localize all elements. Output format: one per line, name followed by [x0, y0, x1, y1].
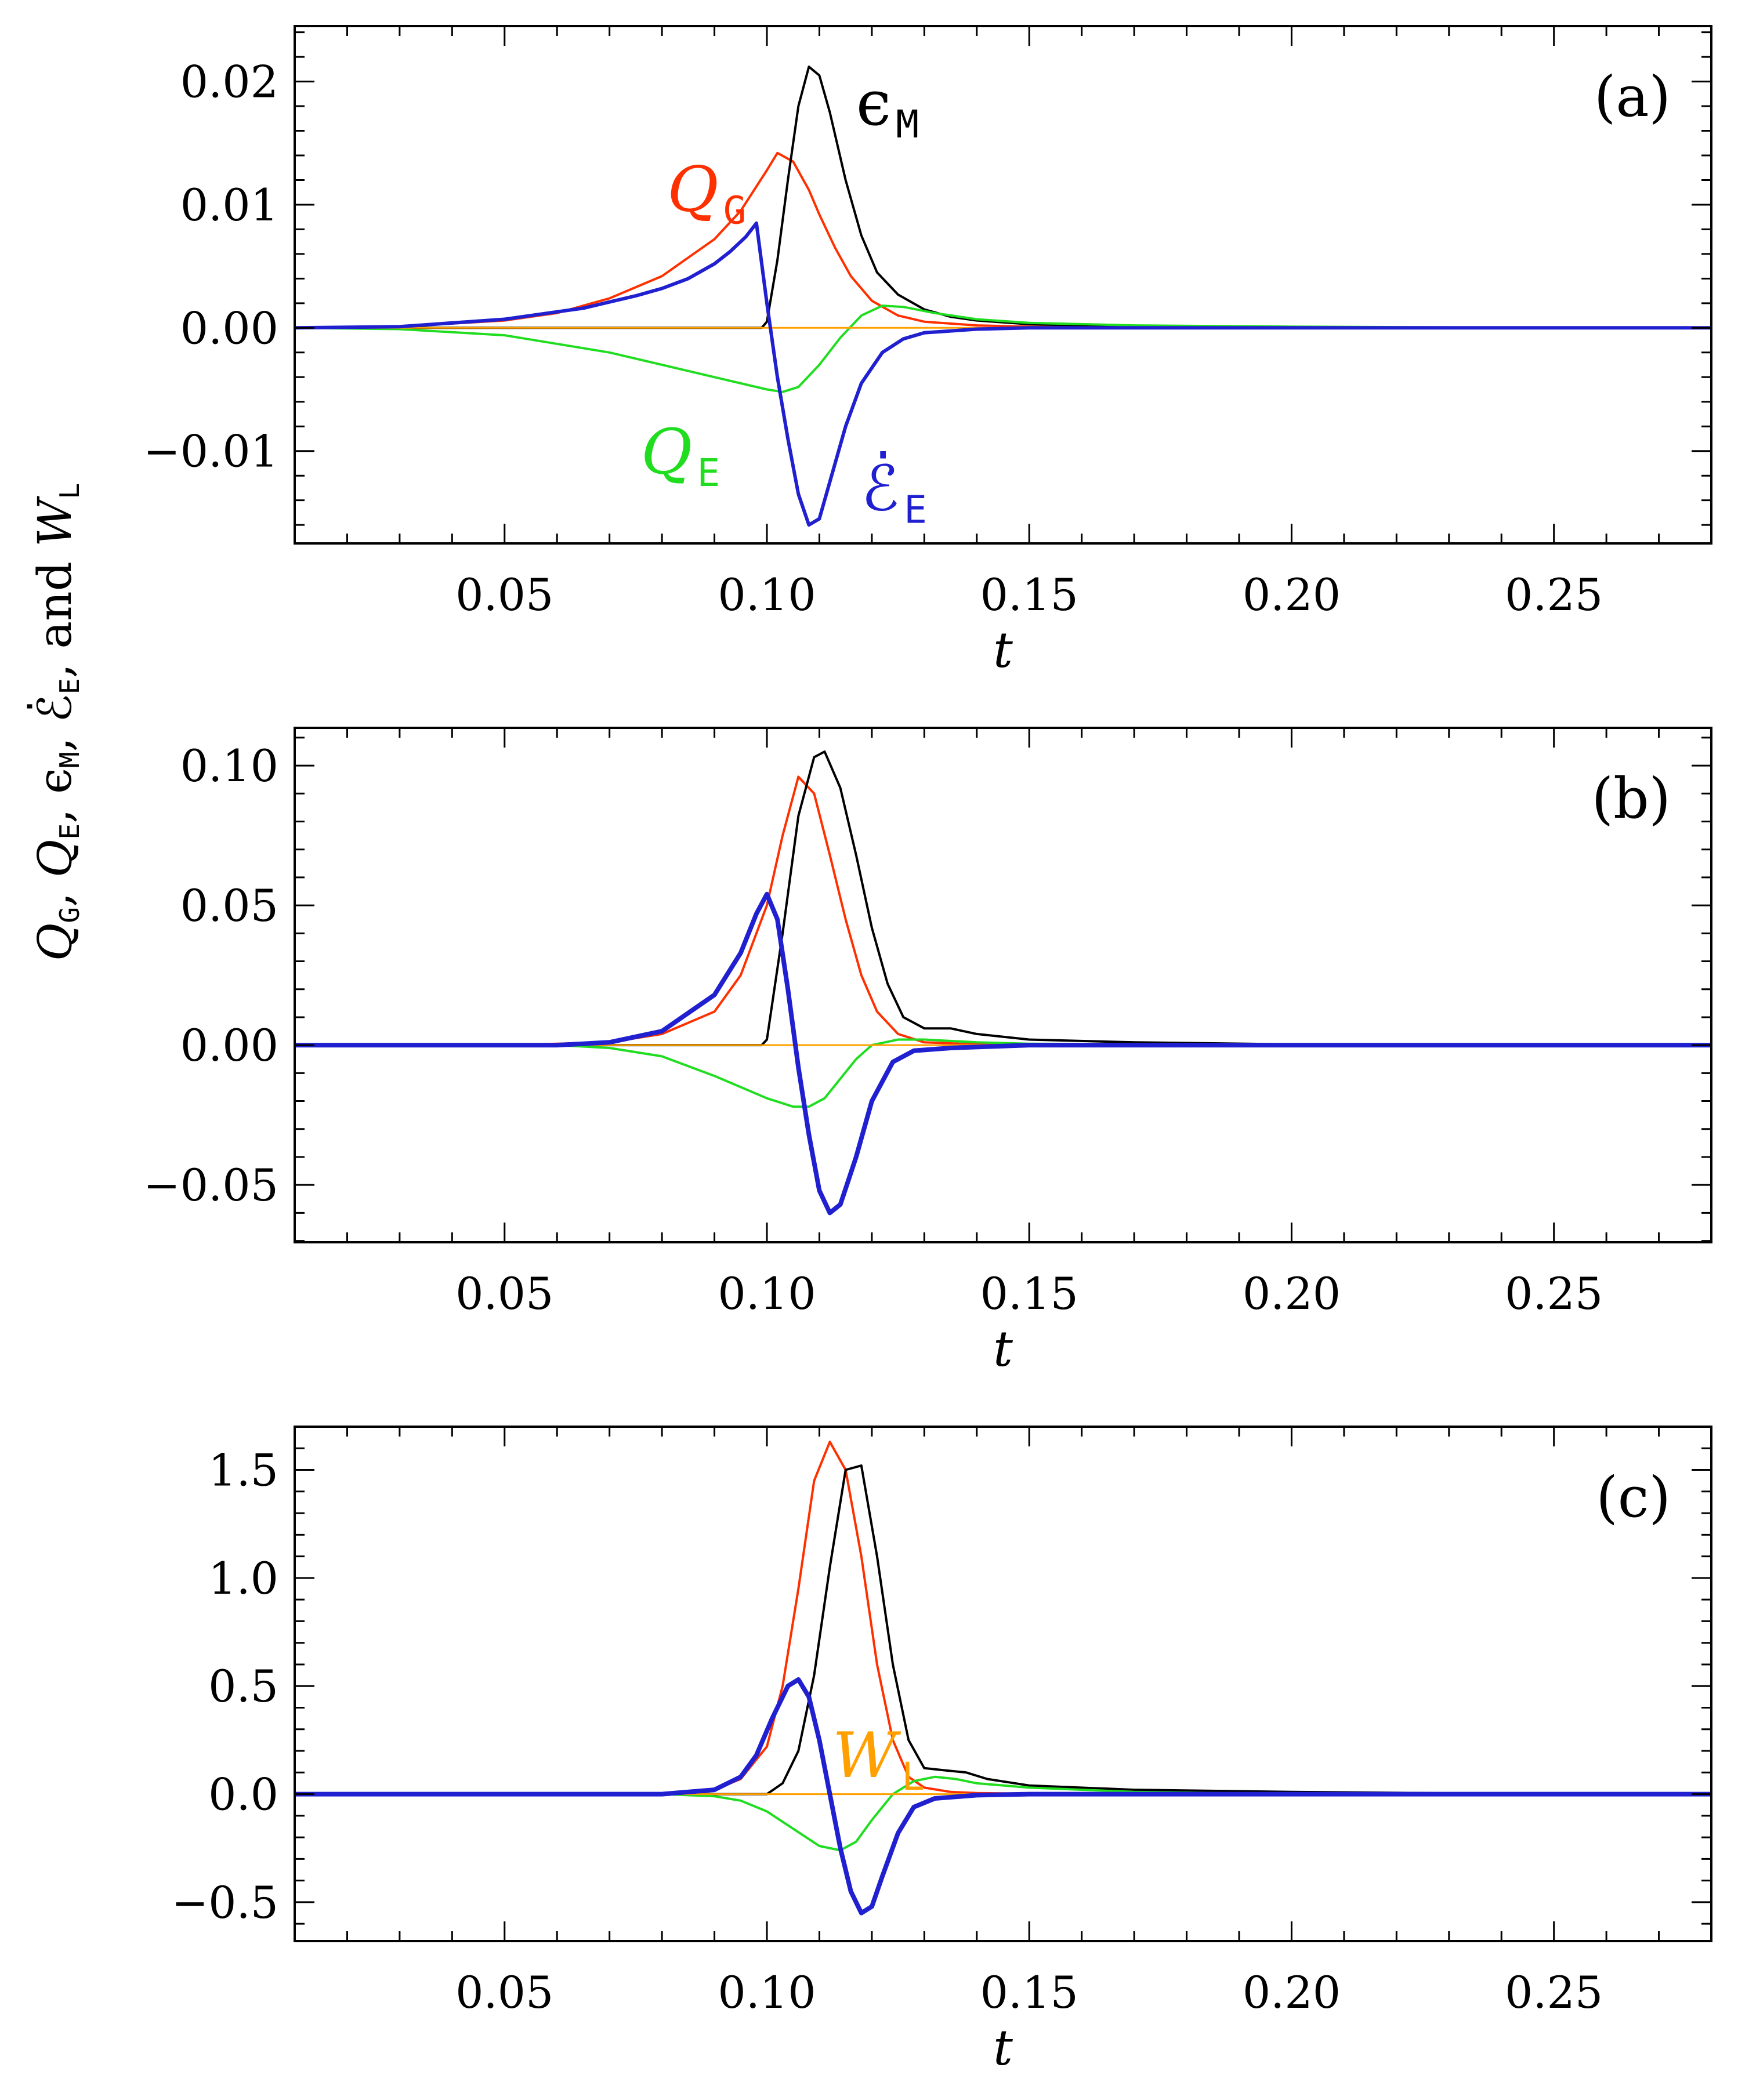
x-tick-label: 0.20 [1243, 569, 1341, 621]
x-tick-label: 0.15 [980, 1967, 1078, 2018]
y-tick-label: 0.5 [208, 1660, 278, 1712]
y-axis-label: QG, QE, ϵM, ℰ̇E, and WL [27, 483, 85, 961]
x-axis-label: t [993, 622, 1013, 679]
x-tick-label: 0.10 [718, 1268, 816, 1319]
panel-a-chart: 0.05 0.10 0.15 0.20 0.25 −0.01 0.00 0.01 0.02 t (a… [143, 25, 1712, 679]
x-tick-label: 0.25 [1505, 1268, 1603, 1319]
series-line-edot-e [295, 1677, 1711, 1916]
y-tick-label: 0.00 [180, 302, 278, 354]
y-axis-label-part: Q [28, 923, 82, 962]
y-axis-label-part: , ϵ [28, 768, 82, 824]
x-tick-label: 0.05 [455, 569, 553, 621]
y-axis-label-part: G [54, 907, 85, 923]
axes-frame [294, 25, 1712, 545]
x-tick-label: 0.05 [455, 1967, 553, 2018]
y-axis-label-part: W [28, 496, 82, 547]
series-line-epsilon-m [295, 66, 1711, 329]
y-tick-label: 1.0 [208, 1553, 278, 1604]
x-tick-label: 0.15 [980, 569, 1078, 621]
panel-label: (c) [1596, 1465, 1671, 1530]
panel-label: (a) [1594, 64, 1671, 129]
x-axis-label: t [993, 1321, 1013, 1377]
x-tick-label: 0.15 [980, 1268, 1078, 1319]
y-axis-label-part: , [28, 877, 82, 907]
y-axis-label-part: , ℰ̇ [27, 694, 82, 752]
series-group [295, 750, 1711, 1216]
y-tick-label: −0.5 [171, 1877, 278, 1928]
series-line-q-e [295, 1775, 1711, 1852]
series-line-epsilon-m [295, 1464, 1711, 1796]
y-tick-label: 0.00 [180, 1020, 278, 1071]
y-tick-label: 1.5 [208, 1445, 278, 1496]
x-tick-label: 0.25 [1505, 1967, 1603, 2018]
y-tick-label: 0.10 [180, 740, 278, 792]
y-tick-label: 0.05 [180, 880, 278, 931]
x-tick-label: 0.25 [1505, 569, 1603, 621]
x-tick-label: 0.20 [1243, 1967, 1341, 2018]
y-tick-label: −0.05 [143, 1159, 278, 1211]
y-axis-label-part: E [54, 678, 85, 694]
series-line-epsilon-m [295, 750, 1711, 1047]
y-axis-label-part: E [54, 824, 85, 840]
y-tick-label: 0.02 [180, 56, 278, 108]
y-tick-label: 0.0 [208, 1769, 278, 1820]
x-tick-label: 0.10 [718, 1967, 816, 2018]
y-axis-label-part: M [54, 752, 85, 768]
y-tick-label: 0.01 [180, 179, 278, 231]
x-tick-label: 0.10 [718, 569, 816, 621]
series-line-q-e [295, 304, 1711, 393]
series-line-q-e [295, 1038, 1711, 1108]
y-axis-label-part: , and [28, 547, 82, 679]
panel-c-chart: 0.05 0.10 0.15 0.20 0.25 −0.5 0.0 0.5 1.0 1.5 t (c)… [171, 1426, 1712, 2076]
panel-b-chart: 0.05 0.10 0.15 0.20 0.25 −0.05 0.00 0.05 0.10 t (b… [143, 727, 1712, 1377]
series-line-edot-e [295, 891, 1711, 1216]
axes-frame [294, 1426, 1712, 1942]
series-group [295, 1441, 1711, 1916]
annotation-edot-e: ℰ̇ E [861, 451, 927, 532]
panel-label: (b) [1592, 766, 1671, 831]
axes-frame [294, 727, 1712, 1243]
x-tick-label: 0.20 [1243, 1268, 1341, 1319]
x-axis-label: t [993, 2019, 1013, 2076]
y-tick-label: −0.01 [143, 426, 278, 477]
series-group [295, 66, 1711, 527]
y-axis-label-part: L [54, 483, 85, 499]
x-tick-label: 0.05 [455, 1268, 553, 1319]
y-axis-label-part: Q [28, 839, 82, 877]
series-line-edot-e [295, 221, 1711, 527]
series-line-q-g [295, 775, 1711, 1047]
